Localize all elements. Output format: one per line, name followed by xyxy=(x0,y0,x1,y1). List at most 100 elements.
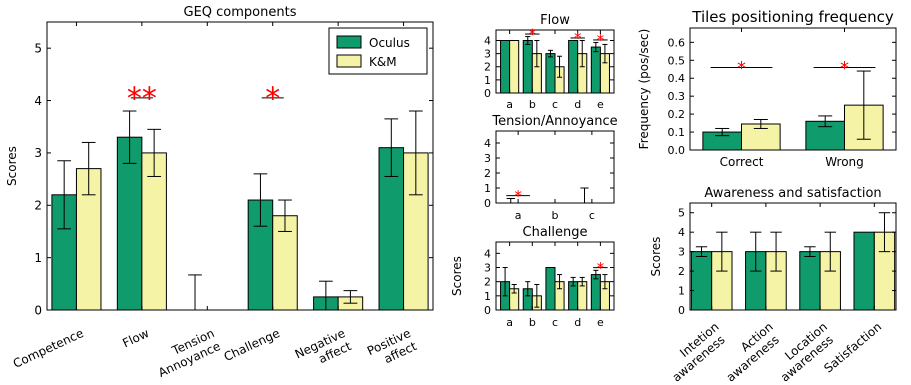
x-tick-label: Challenge xyxy=(222,326,282,364)
x-tick-label: d xyxy=(574,98,581,111)
x-tick-label: Competence xyxy=(11,326,86,371)
y-tick-label: 5 xyxy=(34,42,42,56)
x-tick-label-line: c xyxy=(589,209,595,222)
y-tick-label: 3 xyxy=(484,48,491,61)
y-tick-label: 1 xyxy=(484,74,491,87)
chart-awareness: Awareness and satisfaction Scores 0 1 2 3 4 5 In… xyxy=(649,186,897,385)
x-tick-label: e xyxy=(597,316,604,329)
y-tick-label: 0 xyxy=(34,303,42,317)
y-axis-label: Scores xyxy=(450,256,464,296)
bar-oculus-0 xyxy=(500,40,511,94)
plot-frame xyxy=(689,27,897,151)
x-tick-label: d xyxy=(574,316,581,329)
y-tick-label: 1 xyxy=(34,251,42,265)
y-tick-label: 4 xyxy=(484,247,491,260)
significance-mark: * xyxy=(597,31,605,49)
chart-title: Flow xyxy=(540,13,570,28)
x-tick-label: a xyxy=(515,209,522,222)
y-tick-label: 0.3 xyxy=(668,90,686,103)
x-tick-label-line: d xyxy=(574,98,581,111)
y-tick-label: 0 xyxy=(484,304,491,317)
plot-frame xyxy=(689,202,897,311)
y-tick-label: 0.0 xyxy=(668,144,686,157)
x-tick-label: Wrong xyxy=(825,155,864,169)
x-tick-label-line: e xyxy=(597,316,604,329)
x-tick-label-line: b xyxy=(529,98,536,111)
legend-label: Oculus xyxy=(369,36,410,50)
y-tick-label: 1 xyxy=(484,182,491,195)
bar-oculus-0 xyxy=(690,251,713,311)
x-tick-label: Flow xyxy=(120,326,151,350)
x-tick-label-line: Challenge xyxy=(222,326,282,364)
bar-oculus-3 xyxy=(853,231,875,311)
chart-title: Awareness and satisfaction xyxy=(704,186,881,201)
y-tick-label: 3 xyxy=(678,246,685,259)
x-tick-label-line: b xyxy=(552,209,559,222)
bar-oculus-4 xyxy=(590,274,601,311)
x-tick-label: e xyxy=(597,98,604,111)
significance-mark: * xyxy=(737,58,746,79)
x-tick-label-line: Competence xyxy=(11,326,86,371)
y-tick-label: 4 xyxy=(484,137,491,150)
bar-oculus-1 xyxy=(522,40,533,94)
chart-tiles: Tiles positioning frequency Frequency (po… xyxy=(637,8,897,169)
y-tick-label: 4 xyxy=(678,226,685,239)
y-tick-label: 2 xyxy=(678,265,685,278)
x-tick-label-line: e xyxy=(597,98,604,111)
significance-mark: * xyxy=(597,259,605,277)
y-tick-label: 5 xyxy=(678,207,685,220)
x-tick-label-line: Flow xyxy=(120,326,151,350)
y-tick-label: 2 xyxy=(484,167,491,180)
y-tick-label: 0 xyxy=(484,87,491,100)
y-tick-label: 0.6 xyxy=(668,36,686,49)
significance-mark: * xyxy=(840,58,849,79)
x-tick-label-line: a xyxy=(506,316,513,329)
y-tick-label: 4 xyxy=(34,94,42,108)
x-tick-label-line: Wrong xyxy=(825,155,864,169)
x-tick-label-line: Correct xyxy=(720,155,764,169)
bar-km-1 xyxy=(141,152,167,311)
legend-label: K&M xyxy=(369,55,397,69)
x-tick-label: a xyxy=(506,98,513,111)
bar-km-0 xyxy=(509,40,520,94)
x-tick-label-line: c xyxy=(552,98,558,111)
chart-tension: Tension/Annoyance 0 1 2 3 4 a b c * xyxy=(484,114,618,222)
y-axis-label: Frequency (pos/sec) xyxy=(637,29,651,150)
y-axis-label: Scores xyxy=(5,146,19,186)
y-tick-label: 2 xyxy=(484,61,491,74)
y-tick-label: 1 xyxy=(484,290,491,303)
y-tick-label: 0.2 xyxy=(668,108,686,121)
significance-mark: * xyxy=(574,29,582,47)
chart-title: Tiles positioning frequency xyxy=(691,8,894,26)
y-tick-label: 3 xyxy=(484,261,491,274)
x-tick-label: b xyxy=(529,98,536,111)
bar-oculus-2 xyxy=(545,267,556,311)
y-tick-label: 0 xyxy=(484,197,491,210)
x-tick-label-line: a xyxy=(506,98,513,111)
significance-mark: * xyxy=(529,25,537,43)
chart-challenge: Challenge Scores 012 34 a b c d e * xyxy=(450,225,615,329)
chart-title: GEQ components xyxy=(184,5,297,20)
chart-title: Tension/Annoyance xyxy=(491,114,617,129)
y-tick-label: 3 xyxy=(34,146,42,160)
significance-mark: * xyxy=(514,187,522,205)
chart-title: Challenge xyxy=(523,225,588,240)
x-tick-label-line: b xyxy=(529,316,536,329)
y-tick-label: 4 xyxy=(484,34,491,47)
bar-oculus-2 xyxy=(799,251,821,311)
y-tick-label: 0.1 xyxy=(668,126,686,139)
y-tick-label: 0.4 xyxy=(668,72,686,85)
bar-oculus-4 xyxy=(590,46,601,94)
chart-geq: GEQ components Scores 0 1 2 3 4 5 Competence Flow… xyxy=(5,5,434,380)
y-tick-label: 2 xyxy=(34,199,42,213)
x-tick-label: c xyxy=(589,209,595,222)
y-axis-label: Scores xyxy=(649,237,663,277)
